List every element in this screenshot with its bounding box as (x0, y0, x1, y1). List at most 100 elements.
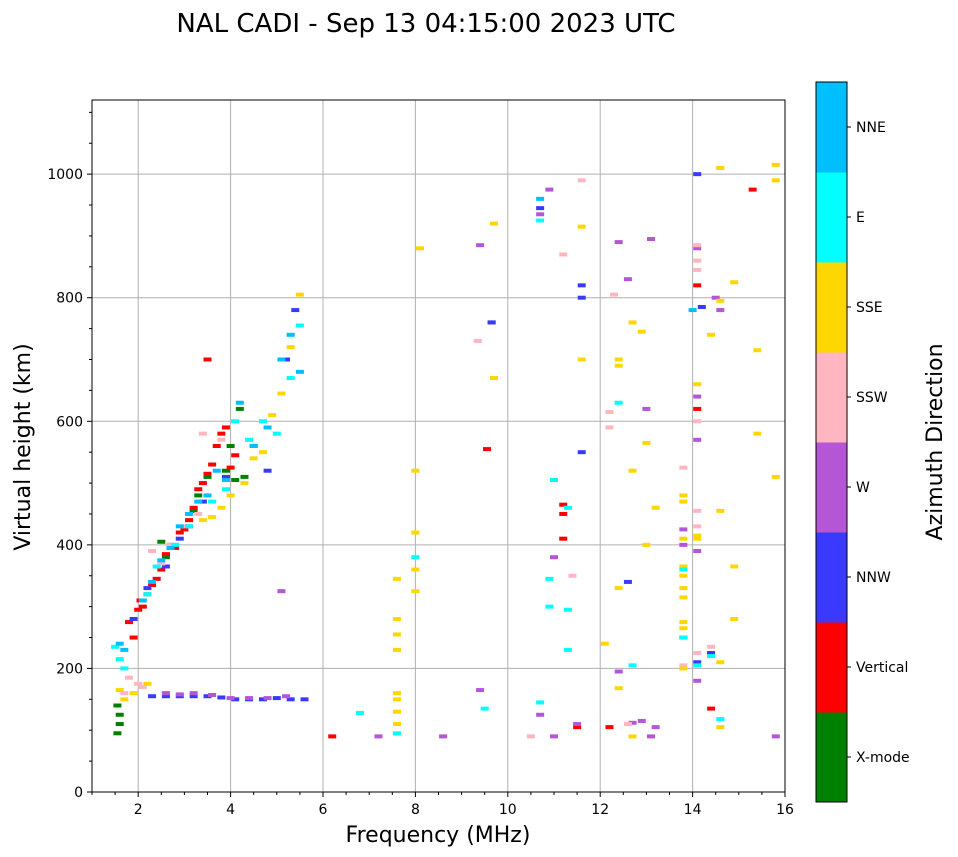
data-point (120, 691, 129, 696)
data-point (679, 626, 688, 631)
data-point (637, 718, 646, 723)
data-point (559, 502, 568, 507)
colorbar-tick-label: SSW (856, 390, 888, 406)
data-point (411, 468, 420, 473)
data-point (651, 505, 660, 510)
data-point (563, 607, 572, 612)
data-point (392, 691, 401, 696)
chart-title: NAL CADI - Sep 13 04:15:00 2023 UTC (176, 9, 675, 39)
data-point (235, 400, 244, 405)
data-point (392, 697, 401, 702)
data-point (152, 576, 161, 581)
grid-lines (92, 100, 785, 792)
data-point (113, 703, 122, 708)
data-point (550, 555, 558, 560)
data-point (226, 493, 235, 498)
data-point (647, 734, 656, 739)
data-point (628, 663, 637, 668)
data-point (221, 474, 230, 479)
y-tick-label: 800 (56, 291, 83, 307)
data-point (545, 187, 554, 192)
data-point (129, 635, 138, 640)
data-point (175, 530, 184, 535)
data-point (143, 586, 152, 591)
data-point (679, 564, 688, 569)
data-point (124, 620, 133, 625)
data-point (277, 391, 286, 396)
data-point (286, 376, 295, 381)
data-point (134, 681, 143, 686)
data-point (605, 725, 614, 730)
data-point (605, 425, 614, 430)
data-point (693, 406, 702, 411)
data-point (693, 394, 702, 399)
data-point (577, 357, 586, 362)
data-point (679, 663, 688, 668)
data-point (623, 722, 632, 727)
data-point (716, 717, 725, 722)
data-point (730, 280, 739, 285)
data-point (688, 308, 697, 313)
data-marks (111, 162, 780, 739)
data-point (392, 731, 401, 736)
colorbar-tick-label: NNE (856, 120, 886, 136)
data-point (217, 431, 226, 436)
data-point (693, 437, 702, 442)
data-point (245, 437, 254, 442)
data-point (113, 731, 122, 736)
data-point (550, 734, 558, 739)
data-point (392, 617, 401, 621)
data-point (138, 604, 147, 609)
data-point (577, 295, 586, 300)
data-point (208, 462, 217, 467)
data-point (180, 524, 189, 529)
data-point (138, 684, 147, 689)
data-point (245, 696, 254, 701)
data-point (129, 691, 138, 696)
data-point (693, 419, 702, 424)
colorbar-tick-label: NNW (856, 570, 891, 586)
data-point (693, 678, 702, 683)
data-point (679, 465, 688, 470)
data-point (679, 567, 688, 572)
x-tick-label: 8 (411, 802, 420, 818)
data-point (166, 542, 175, 547)
data-point (693, 267, 702, 272)
data-point (753, 431, 762, 436)
y-axis-label: Virtual height (km) (11, 343, 36, 550)
colorbar-segment (816, 172, 847, 263)
data-point (115, 641, 124, 646)
data-point (536, 712, 545, 717)
data-point (286, 345, 295, 350)
data-point (693, 246, 702, 251)
data-point (716, 308, 725, 313)
data-point (263, 468, 272, 473)
colorbar-segment (816, 262, 847, 353)
data-point (300, 697, 309, 702)
data-point (411, 589, 420, 594)
data-point (148, 579, 157, 584)
data-point (771, 162, 780, 167)
data-point (771, 474, 780, 479)
data-point (707, 650, 716, 655)
data-point (411, 555, 420, 560)
data-point (134, 607, 143, 612)
data-point (115, 657, 124, 662)
data-point (194, 493, 203, 498)
data-point (693, 283, 702, 288)
data-point (416, 246, 425, 251)
data-point (693, 382, 702, 387)
data-point (258, 419, 267, 424)
data-point (679, 620, 688, 625)
data-point (693, 660, 702, 665)
data-point (143, 681, 152, 686)
data-point (536, 206, 545, 211)
data-point (161, 555, 170, 560)
x-tick-label: 14 (684, 802, 702, 818)
data-point (693, 243, 702, 248)
data-point (157, 567, 166, 572)
data-point (411, 530, 420, 535)
data-point (628, 320, 637, 325)
data-point (282, 357, 291, 362)
